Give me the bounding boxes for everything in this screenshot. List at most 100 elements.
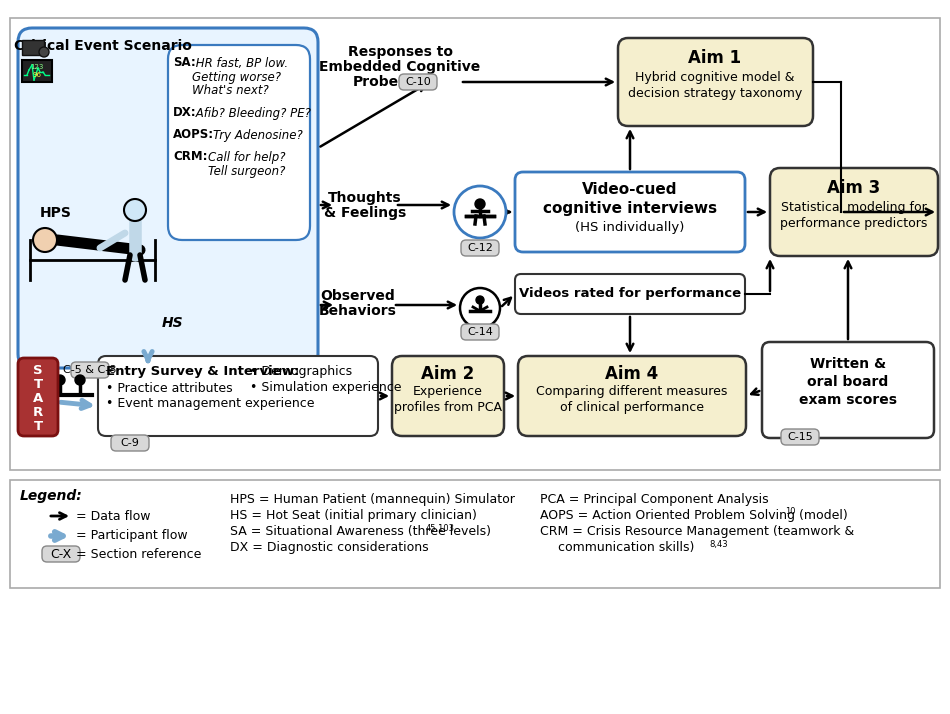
Text: A: A: [33, 391, 43, 405]
Text: DX:: DX:: [173, 106, 197, 119]
FancyBboxPatch shape: [98, 356, 378, 436]
Text: R: R: [33, 406, 43, 418]
FancyBboxPatch shape: [18, 28, 318, 368]
Text: communication skills): communication skills): [558, 541, 694, 555]
FancyBboxPatch shape: [515, 274, 745, 314]
Text: T: T: [33, 420, 43, 433]
Text: Behaviors: Behaviors: [319, 304, 397, 318]
Text: SA:: SA:: [173, 56, 196, 69]
Text: Responses to: Responses to: [348, 45, 452, 59]
Circle shape: [55, 375, 65, 385]
Text: DX = Diagnostic considerations: DX = Diagnostic considerations: [230, 541, 428, 555]
Text: Getting worse?: Getting worse?: [192, 71, 281, 84]
Text: Comparing different measures: Comparing different measures: [537, 386, 728, 398]
Bar: [10, 18, 940, 470]
Text: Afib? Bleeding? PE?: Afib? Bleeding? PE?: [192, 106, 311, 119]
Circle shape: [460, 288, 500, 328]
Text: CRM:: CRM:: [173, 151, 207, 164]
Circle shape: [124, 199, 146, 221]
Bar: [10, 480, 940, 588]
Circle shape: [75, 375, 85, 385]
Text: • Practice attributes: • Practice attributes: [106, 381, 233, 395]
Text: Written &: Written &: [810, 357, 886, 371]
Text: 45,103: 45,103: [426, 523, 455, 533]
Circle shape: [33, 228, 57, 252]
Circle shape: [476, 296, 484, 304]
Text: SA = Situational Awareness (three levels): SA = Situational Awareness (three levels…: [230, 526, 491, 538]
Text: HS: HS: [162, 316, 183, 330]
Text: C-10: C-10: [405, 77, 431, 87]
FancyBboxPatch shape: [399, 74, 437, 90]
FancyBboxPatch shape: [461, 324, 499, 340]
Text: Critical Event Scenario: Critical Event Scenario: [14, 39, 192, 53]
Text: What's next?: What's next?: [192, 84, 269, 98]
Circle shape: [454, 186, 506, 238]
Text: CRM = Crisis Resource Management (teamwork &: CRM = Crisis Resource Management (teamwo…: [540, 526, 854, 538]
Text: C-5 & C-8: C-5 & C-8: [64, 365, 117, 375]
FancyBboxPatch shape: [71, 362, 109, 378]
Bar: [22, 60, 52, 82]
Text: PCA = Principal Component Analysis: PCA = Principal Component Analysis: [540, 493, 769, 506]
Text: AOPS:: AOPS:: [173, 129, 214, 141]
Text: Call for help?: Call for help?: [208, 151, 286, 164]
Text: Aim 4: Aim 4: [605, 365, 658, 383]
Text: (HS individually): (HS individually): [576, 221, 685, 233]
Text: • Simulation experience: • Simulation experience: [250, 381, 402, 395]
FancyBboxPatch shape: [42, 546, 80, 562]
Text: of clinical performance: of clinical performance: [560, 401, 704, 415]
Text: = Data flow: = Data flow: [76, 510, 150, 523]
Text: Observed: Observed: [320, 289, 395, 303]
Text: 96: 96: [32, 72, 42, 78]
Text: Embedded Cognitive: Embedded Cognitive: [319, 60, 481, 74]
Text: performance predictors: performance predictors: [780, 218, 928, 231]
Text: C-X: C-X: [50, 548, 71, 560]
FancyBboxPatch shape: [618, 38, 813, 126]
FancyBboxPatch shape: [770, 168, 938, 256]
Text: Aim 2: Aim 2: [422, 365, 475, 383]
FancyBboxPatch shape: [518, 356, 746, 436]
FancyBboxPatch shape: [392, 356, 504, 436]
Text: Legend:: Legend:: [20, 489, 83, 503]
FancyBboxPatch shape: [18, 358, 58, 436]
FancyBboxPatch shape: [461, 240, 499, 256]
Text: 10: 10: [785, 508, 795, 516]
FancyBboxPatch shape: [515, 172, 745, 252]
Text: cognitive interviews: cognitive interviews: [543, 201, 717, 216]
Bar: [22, 40, 44, 55]
FancyBboxPatch shape: [781, 429, 819, 445]
Text: Video-cued: Video-cued: [582, 183, 677, 198]
Text: exam scores: exam scores: [799, 393, 897, 407]
Text: = Participant flow: = Participant flow: [76, 530, 188, 543]
Text: C-12: C-12: [467, 243, 493, 253]
Text: C-15: C-15: [788, 432, 813, 442]
Text: S: S: [33, 363, 43, 376]
Text: Probes: Probes: [352, 75, 408, 89]
Text: HR fast, BP low.: HR fast, BP low.: [192, 56, 288, 69]
Text: • Demographics: • Demographics: [250, 366, 352, 378]
FancyBboxPatch shape: [762, 342, 934, 438]
Text: decision strategy taxonomy: decision strategy taxonomy: [628, 88, 802, 101]
Text: T: T: [33, 378, 43, 391]
Text: 123: 123: [30, 64, 44, 70]
Text: Hybrid cognitive model &: Hybrid cognitive model &: [636, 71, 795, 84]
FancyBboxPatch shape: [111, 435, 149, 451]
Text: Statistical modeling for: Statistical modeling for: [781, 201, 927, 214]
FancyBboxPatch shape: [168, 45, 310, 240]
Text: HPS: HPS: [40, 206, 72, 220]
Text: HPS = Human Patient (mannequin) Simulator: HPS = Human Patient (mannequin) Simulato…: [230, 493, 515, 506]
Text: • Event management experience: • Event management experience: [106, 398, 314, 411]
Text: Try Adenosine?: Try Adenosine?: [213, 129, 303, 141]
Text: Aim 1: Aim 1: [689, 49, 742, 67]
Text: AOPS = Action Oriented Problem Solving (model): AOPS = Action Oriented Problem Solving (…: [540, 510, 847, 523]
Text: Videos rated for performance: Videos rated for performance: [519, 288, 741, 301]
Text: Entry Survey & Interview:: Entry Survey & Interview:: [106, 366, 299, 378]
Text: Thoughts: Thoughts: [328, 191, 402, 205]
Text: = Section reference: = Section reference: [76, 548, 201, 560]
Text: Experience: Experience: [413, 386, 483, 398]
Text: oral board: oral board: [808, 375, 888, 389]
Text: & Feelings: & Feelings: [324, 206, 407, 220]
Circle shape: [475, 199, 485, 209]
Text: Aim 3: Aim 3: [827, 179, 881, 197]
Text: 8,43: 8,43: [709, 540, 728, 548]
Circle shape: [39, 47, 49, 57]
